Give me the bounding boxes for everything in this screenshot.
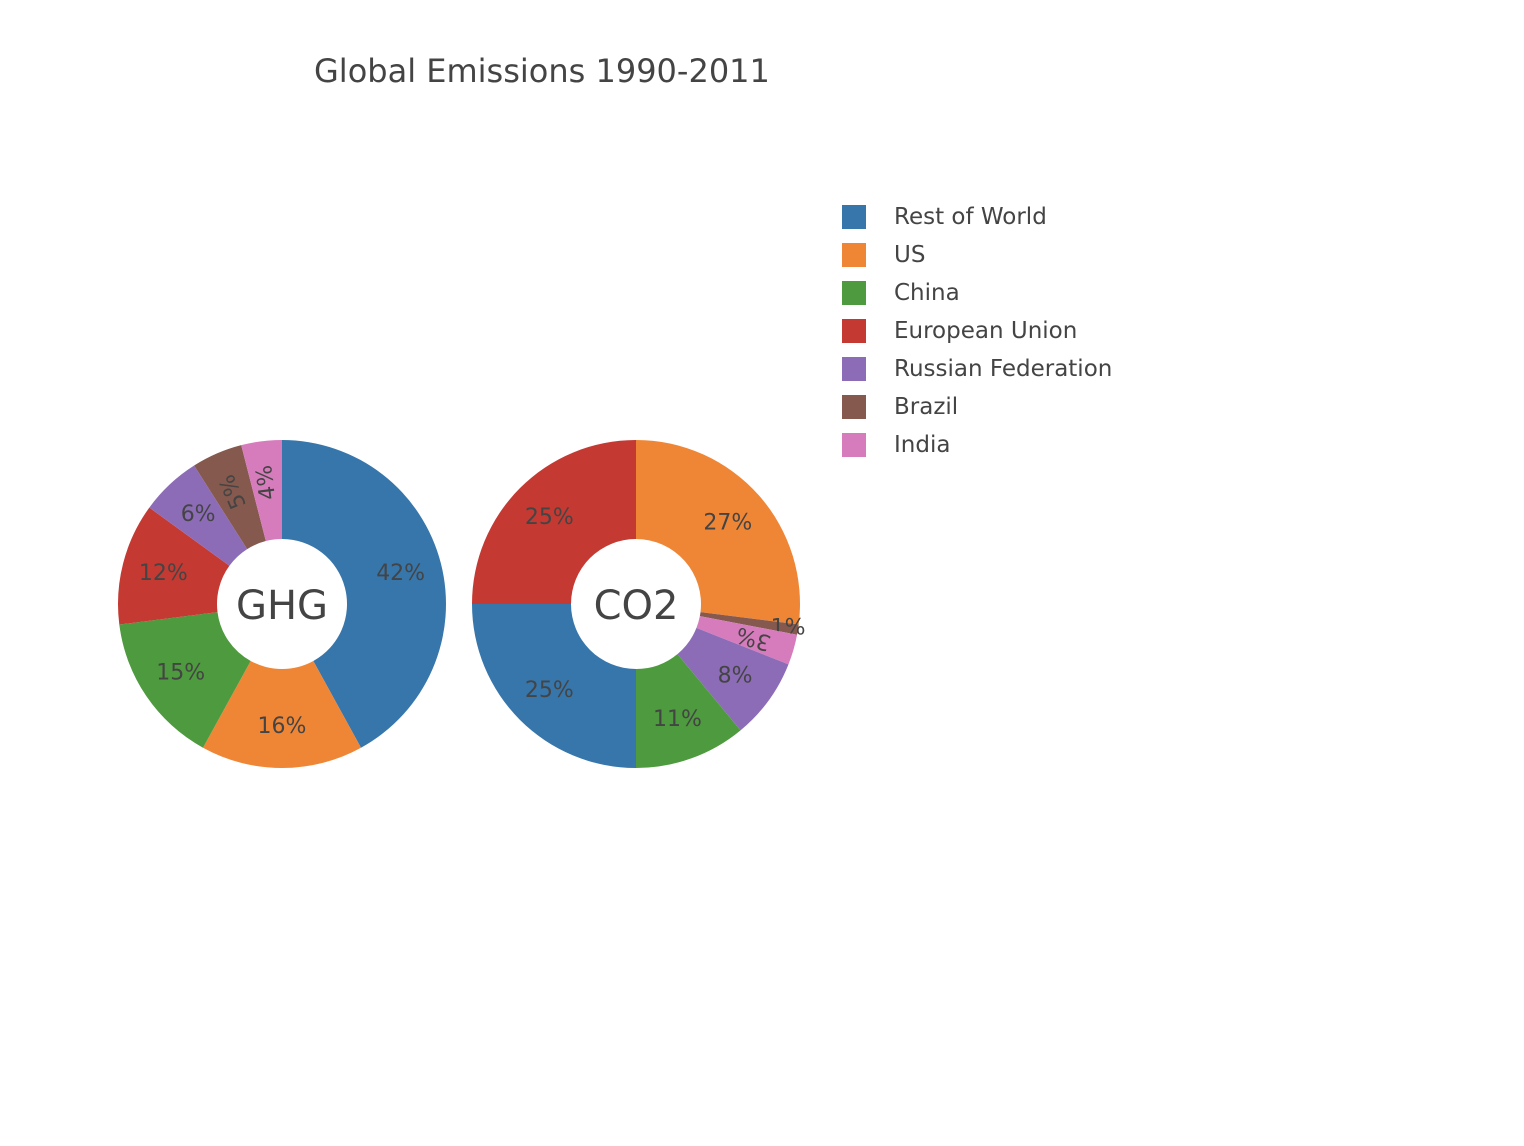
pie-slice[interactable] bbox=[194, 445, 266, 550]
pie-slice[interactable] bbox=[119, 612, 251, 748]
legend-label: US bbox=[894, 242, 926, 268]
legend-label: Brazil bbox=[894, 394, 959, 420]
slice-label: 42% bbox=[376, 561, 425, 586]
legend-item[interactable]: US bbox=[842, 236, 1112, 274]
legend-swatch bbox=[842, 357, 866, 381]
pie-slice[interactable] bbox=[472, 604, 636, 768]
legend-item[interactable]: Brazil bbox=[842, 388, 1112, 426]
pie-co2: 27%1%3%8%11%25%25%CO2 bbox=[472, 440, 806, 768]
pie-slice[interactable] bbox=[696, 616, 798, 665]
legend-label: Russian Federation bbox=[894, 356, 1113, 382]
pie-slice[interactable] bbox=[472, 440, 636, 604]
slice-label: 6% bbox=[181, 502, 216, 527]
pie-slice[interactable] bbox=[636, 654, 741, 768]
legend-swatch bbox=[842, 433, 866, 457]
slice-label: 4% bbox=[252, 464, 281, 502]
slice-label: 25% bbox=[525, 505, 574, 530]
legend-item[interactable]: China bbox=[842, 274, 1112, 312]
pie-slice[interactable] bbox=[118, 507, 230, 625]
pie-center-label: GHG bbox=[236, 583, 328, 629]
chart-title: Global Emissions 1990-2011 bbox=[314, 52, 770, 90]
legend-item[interactable]: India bbox=[842, 426, 1112, 464]
pie-slice[interactable] bbox=[241, 440, 282, 542]
pie-slice[interactable] bbox=[636, 440, 800, 625]
slice-label: 25% bbox=[525, 678, 574, 703]
legend-label: European Union bbox=[894, 318, 1078, 344]
pie-slice[interactable] bbox=[699, 612, 799, 635]
legend-swatch bbox=[842, 319, 866, 343]
pie-center-label: CO2 bbox=[594, 583, 679, 629]
pie-slice[interactable] bbox=[282, 440, 446, 748]
legend-label: India bbox=[894, 432, 951, 458]
legend-label: China bbox=[894, 280, 960, 306]
slice-label: 27% bbox=[703, 510, 752, 535]
legend-swatch bbox=[842, 281, 866, 305]
pie-slice[interactable] bbox=[149, 465, 248, 566]
pie-ghg: 42%16%15%12%6%5% 4%GHG bbox=[118, 440, 446, 768]
slice-label: 11% bbox=[653, 707, 702, 732]
slice-label: 15% bbox=[156, 660, 205, 685]
legend: Rest of World US China European Union Russia… bbox=[842, 198, 1112, 464]
slice-label: 16% bbox=[258, 714, 307, 739]
legend-swatch bbox=[842, 243, 866, 267]
legend-label: Rest of World bbox=[894, 204, 1047, 230]
slice-label: 12% bbox=[139, 561, 188, 586]
pie-slice[interactable] bbox=[202, 660, 362, 768]
pie-slice[interactable] bbox=[677, 627, 789, 731]
legend-swatch bbox=[842, 205, 866, 229]
slice-label: 8% bbox=[718, 664, 753, 689]
legend-item[interactable]: Rest of World bbox=[842, 198, 1112, 236]
legend-item[interactable]: European Union bbox=[842, 312, 1112, 350]
legend-swatch bbox=[842, 395, 866, 419]
legend-item[interactable]: Russian Federation bbox=[842, 350, 1112, 388]
